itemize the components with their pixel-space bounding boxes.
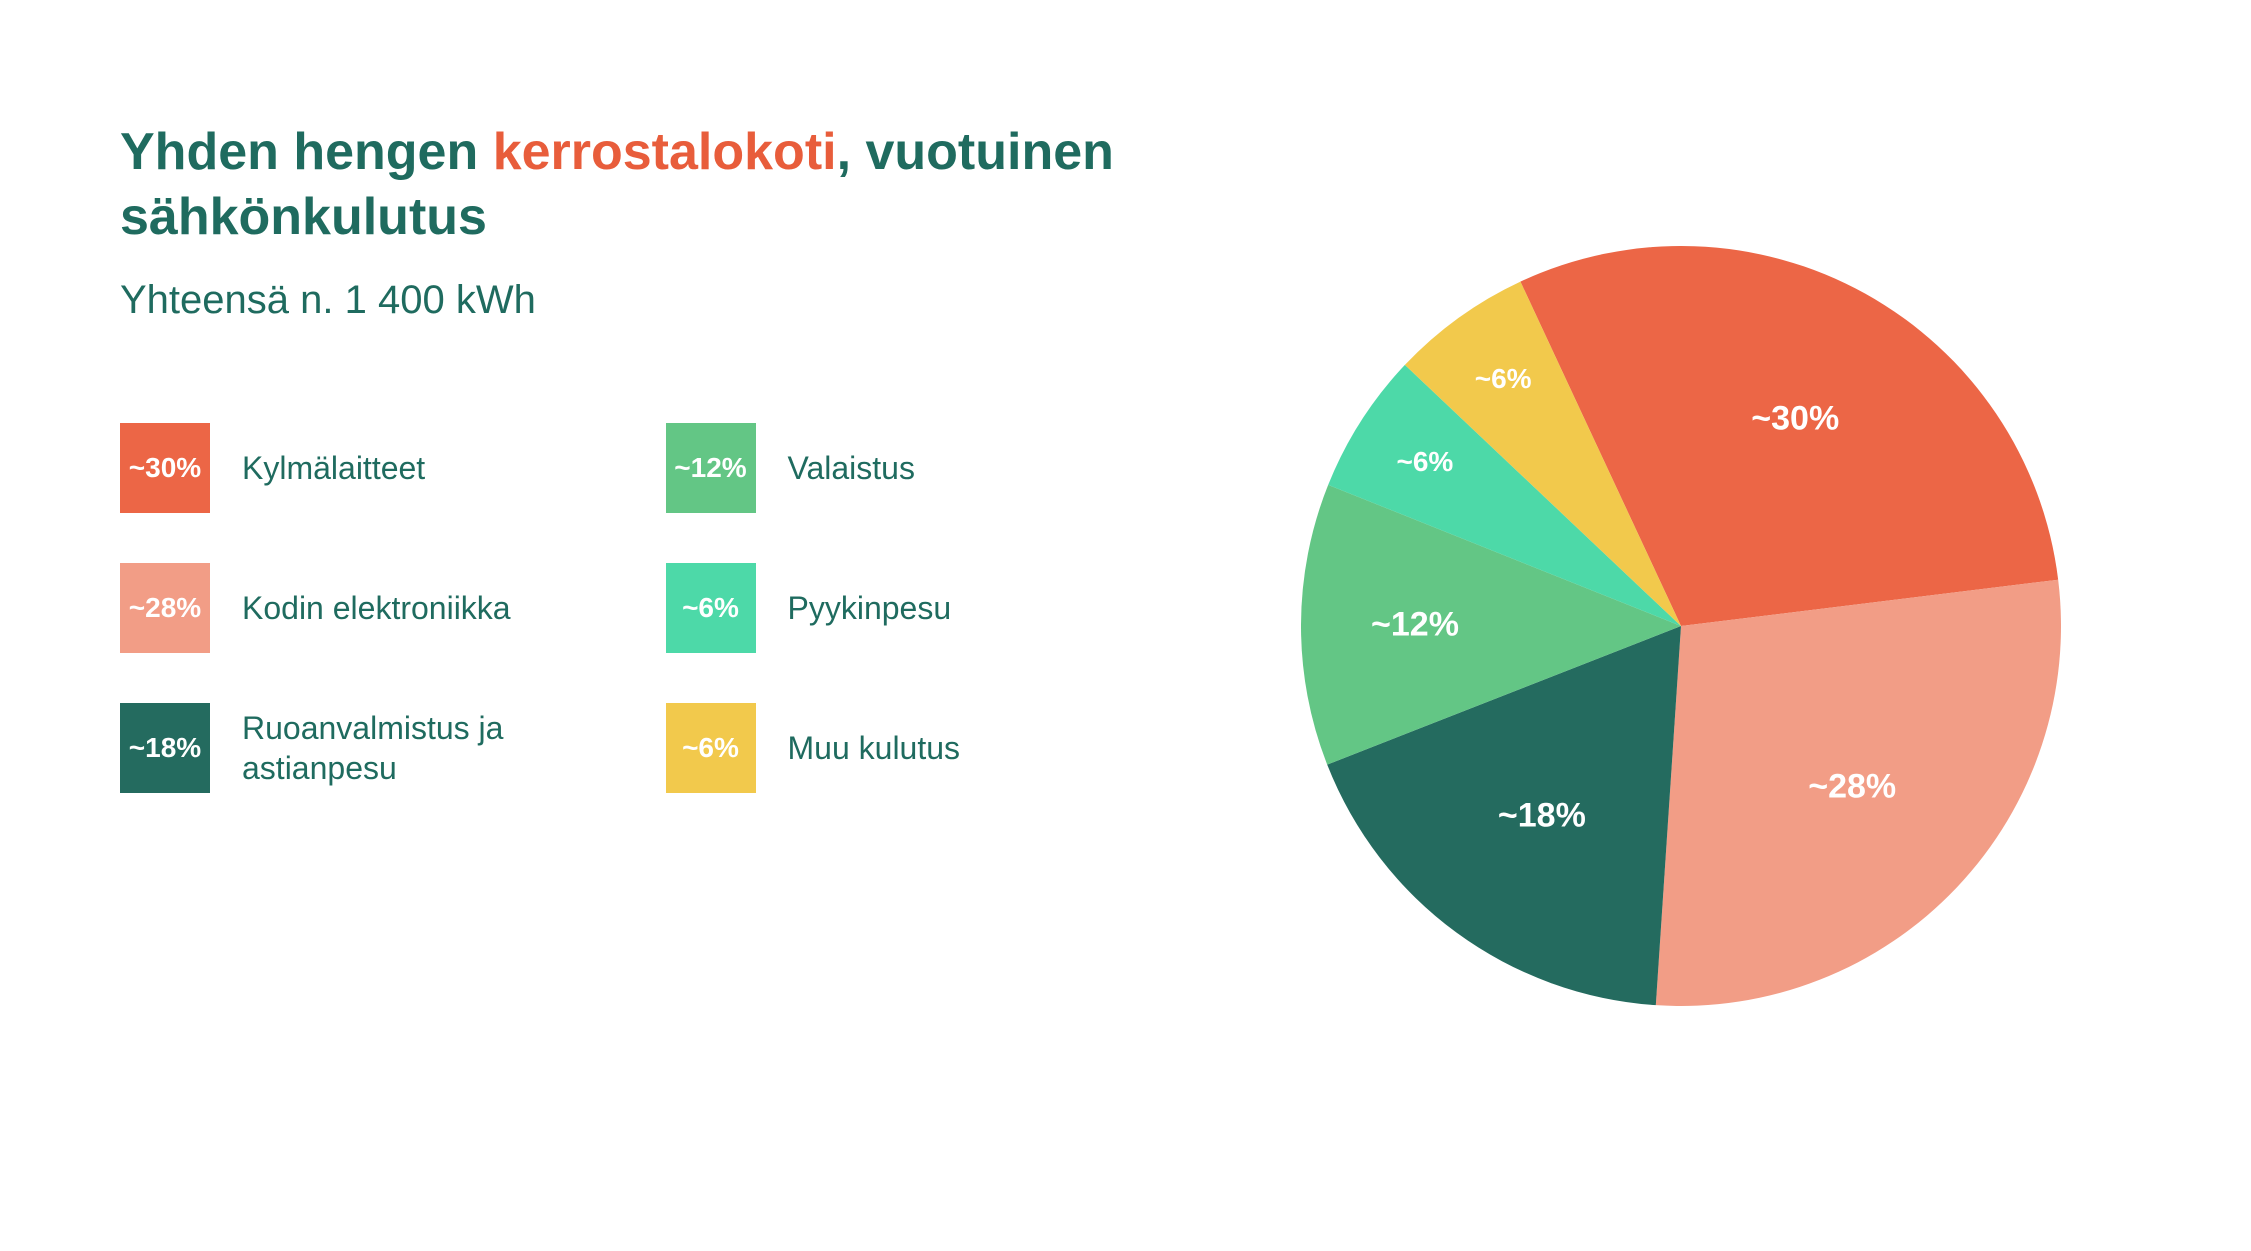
pie-slice-label: ~12%	[1371, 605, 1459, 644]
chart-title: Yhden hengen kerrostalokoti, vuotuinen s…	[120, 120, 1171, 250]
legend-swatch: ~30%	[120, 423, 210, 513]
legend-label: Muu kulutus	[788, 728, 961, 768]
legend-label: Kodin elektroniikka	[242, 588, 511, 628]
legend-swatch: ~28%	[120, 563, 210, 653]
pie-slice-label: ~18%	[1498, 796, 1586, 835]
pie-slice-label: ~6%	[1475, 363, 1532, 395]
title-part1: Yhden hengen	[120, 123, 493, 181]
title-accent: kerrostalokoti	[493, 123, 837, 181]
legend-item: ~30% Kylmälaitteet	[120, 423, 626, 513]
legend-item: ~28% Kodin elektroniikka	[120, 563, 626, 653]
chart-subtitle: Yhteensä n. 1 400 kWh	[120, 278, 1171, 323]
right-panel: ~30% ~28% ~18% ~12% ~6% ~6%	[1231, 120, 2131, 1131]
pie-slice-label: ~30%	[1751, 400, 1839, 439]
pie-slice-label: ~28%	[1808, 768, 1896, 807]
chart-container: Yhden hengen kerrostalokoti, vuotuinen s…	[0, 0, 2251, 1251]
pie-slice-label: ~6%	[1396, 446, 1453, 478]
left-panel: Yhden hengen kerrostalokoti, vuotuinen s…	[120, 120, 1231, 1131]
legend-item: ~6% Muu kulutus	[666, 703, 1172, 793]
legend-swatch: ~6%	[666, 563, 756, 653]
legend-label: Ruoanvalmistus ja astianpesu	[242, 708, 626, 788]
legend-item: ~12% Valaistus	[666, 423, 1172, 513]
legend-label: Pyykinpesu	[788, 588, 952, 628]
legend-item: ~18% Ruoanvalmistus ja astianpesu	[120, 703, 626, 793]
legend-label: Kylmälaitteet	[242, 448, 425, 488]
legend-swatch: ~6%	[666, 703, 756, 793]
legend-swatch: ~12%	[666, 423, 756, 513]
pie-chart: ~30% ~28% ~18% ~12% ~6% ~6%	[1301, 246, 2061, 1006]
legend-swatch: ~18%	[120, 703, 210, 793]
legend: ~30% Kylmälaitteet ~12% Valaistus ~28% Kodin …	[120, 423, 1171, 793]
legend-label: Valaistus	[788, 448, 915, 488]
legend-item: ~6% Pyykinpesu	[666, 563, 1172, 653]
